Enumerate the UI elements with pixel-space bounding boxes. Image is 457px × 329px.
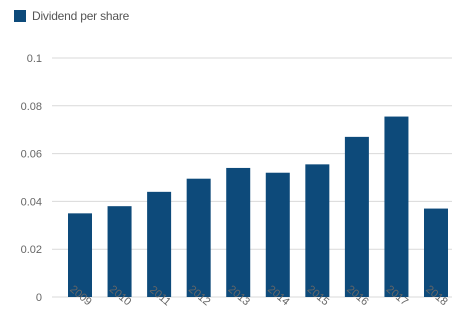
bars	[68, 116, 448, 298]
y-tick-label: 0	[36, 292, 42, 304]
bar	[384, 116, 409, 298]
y-axis-ticks: 0 0.02 0.04 0.06 0.08 0.1	[21, 53, 42, 304]
legend-label: Dividend per share	[32, 9, 130, 23]
bar	[226, 167, 251, 297]
y-tick-label: 0.06	[21, 149, 42, 161]
bar	[186, 178, 211, 297]
y-tick-label: 0.04	[21, 196, 42, 208]
legend-swatch	[14, 10, 26, 22]
bar	[68, 213, 92, 297]
legend: Dividend per share	[14, 9, 129, 23]
bar	[147, 191, 172, 297]
y-tick-label: 0.08	[21, 101, 42, 113]
bar	[305, 164, 330, 297]
y-tick-label: 0.02	[21, 244, 42, 256]
y-tick-label: 0.1	[27, 53, 42, 65]
bar	[344, 136, 369, 297]
bar	[265, 172, 290, 297]
bar	[107, 206, 132, 297]
bar	[424, 208, 448, 297]
